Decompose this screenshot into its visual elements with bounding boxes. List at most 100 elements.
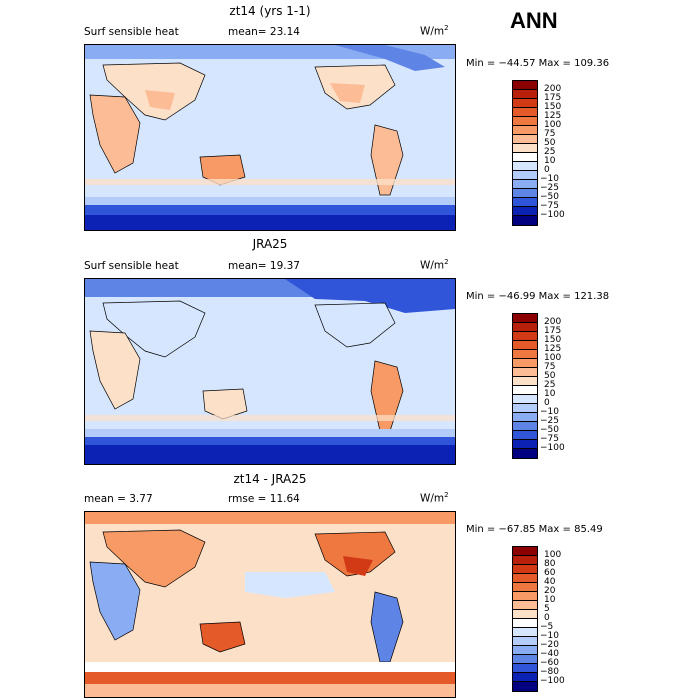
colorbar-label: 175	[544, 326, 562, 336]
variable-label: Surf sensible heat	[84, 260, 179, 272]
colorbar-swatch	[513, 332, 537, 341]
colorbar-label: 125	[544, 344, 562, 354]
colorbar-label: −25	[540, 183, 559, 193]
map-plot-obs	[85, 279, 455, 464]
colorbar-swatch	[513, 386, 537, 395]
colorbar-label: 50	[544, 371, 556, 381]
colorbar-swatch	[513, 547, 537, 556]
colorbar-swatch	[513, 180, 537, 189]
colorbar-label: −75	[540, 201, 559, 211]
colorbar-swatch	[513, 646, 537, 655]
panel-title: zt14 - JRA25	[233, 472, 307, 486]
colorbar-label: 200	[544, 317, 562, 327]
colorbar-swatch	[513, 368, 537, 377]
colorbar-label: −100	[540, 210, 565, 220]
colorbar-label: 100	[544, 353, 562, 363]
colorbar-label: −75	[540, 434, 559, 444]
colorbar-label: 75	[544, 362, 556, 372]
colorbar-swatch	[513, 431, 537, 440]
colorbar-swatch	[513, 574, 537, 583]
colorbar-label: −10	[540, 631, 559, 641]
colorbar-label: 80	[544, 559, 556, 569]
colorbar-swatch	[513, 314, 537, 323]
colorbar-swatch	[513, 189, 537, 198]
season-label: ANN	[510, 8, 558, 33]
minmax-label: Min = −46.99 Max = 121.38	[466, 291, 610, 302]
colorbar-label: 0	[544, 613, 550, 623]
colorbar-label: −10	[540, 407, 559, 417]
colorbar-label: −100	[540, 676, 565, 686]
colorbar-label: 20	[544, 586, 556, 596]
colorbar-label: −50	[540, 425, 559, 435]
colorbar-label: 10	[544, 389, 556, 399]
colorbar-swatch	[513, 341, 537, 350]
colorbar-swatch	[513, 413, 537, 422]
colorbar-obs	[512, 313, 538, 459]
colorbar-swatch	[513, 664, 537, 673]
colorbar-swatch	[513, 619, 537, 628]
colorbar-swatch	[513, 377, 537, 386]
colorbar-label: −50	[540, 192, 559, 202]
colorbar-swatch	[513, 592, 537, 601]
colorbar-difference	[512, 546, 538, 692]
colorbar-label: 125	[544, 111, 562, 121]
colorbar-label: −10	[540, 174, 559, 184]
colorbar-label: 100	[544, 120, 562, 130]
colorbar-label: 10	[544, 595, 556, 605]
colorbar-swatch	[513, 162, 537, 171]
panel-title: zt14 (yrs 1-1)	[229, 4, 311, 18]
map-plot-difference	[85, 512, 455, 697]
map-plot-model	[85, 45, 455, 230]
variable-label: Surf sensible heat	[84, 26, 179, 38]
colorbar-label: 200	[544, 84, 562, 94]
colorbar-swatch	[513, 395, 537, 404]
colorbar-swatch	[513, 610, 537, 619]
colorbar-swatch	[513, 117, 537, 126]
colorbar-swatch	[513, 637, 537, 646]
mean-label: mean= 23.14	[228, 26, 300, 38]
colorbar-label: 5	[544, 604, 550, 614]
colorbar-label: 0	[544, 165, 550, 175]
colorbar-label: 75	[544, 129, 556, 139]
colorbar-label: 175	[544, 93, 562, 103]
colorbar-label: −100	[540, 443, 565, 453]
map-model	[84, 44, 456, 231]
colorbar-swatch	[513, 323, 537, 332]
colorbar-label: 100	[544, 550, 562, 560]
colorbar-label: −20	[540, 640, 559, 650]
colorbar-swatch	[513, 673, 537, 682]
colorbar-label: −80	[540, 667, 559, 677]
colorbar-swatch	[513, 440, 537, 449]
colorbar-swatch	[513, 655, 537, 664]
colorbar-label: 60	[544, 568, 556, 578]
colorbar-swatch	[513, 565, 537, 574]
mean-label: mean= 19.37	[228, 260, 300, 272]
colorbar-label: −25	[540, 416, 559, 426]
colorbar-swatch	[513, 171, 537, 180]
colorbar-swatch	[513, 144, 537, 153]
colorbar-swatch	[513, 90, 537, 99]
map-difference	[84, 511, 456, 698]
colorbar-label: −40	[540, 649, 559, 659]
colorbar-swatch	[513, 126, 537, 135]
map-obs	[84, 278, 456, 465]
colorbar-swatch	[513, 359, 537, 368]
colorbar-label: 25	[544, 147, 556, 157]
units-label: W/m2	[420, 491, 449, 505]
colorbar-swatch	[513, 422, 537, 431]
colorbar-label: 25	[544, 380, 556, 390]
colorbar-label: −60	[540, 658, 559, 668]
colorbar-swatch	[513, 135, 537, 144]
rmse-label: rmse = 11.64	[228, 493, 300, 505]
colorbar-swatch	[513, 449, 537, 458]
mean-label: mean = 3.77	[84, 493, 153, 505]
colorbar-swatch	[513, 682, 537, 691]
colorbar-swatch	[513, 350, 537, 359]
colorbar-swatch	[513, 198, 537, 207]
colorbar-swatch	[513, 153, 537, 162]
colorbar-swatch	[513, 601, 537, 610]
colorbar-label: 150	[544, 335, 562, 345]
panel-title: JRA25	[252, 237, 288, 251]
colorbar-swatch	[513, 99, 537, 108]
colorbar-label: 50	[544, 138, 556, 148]
